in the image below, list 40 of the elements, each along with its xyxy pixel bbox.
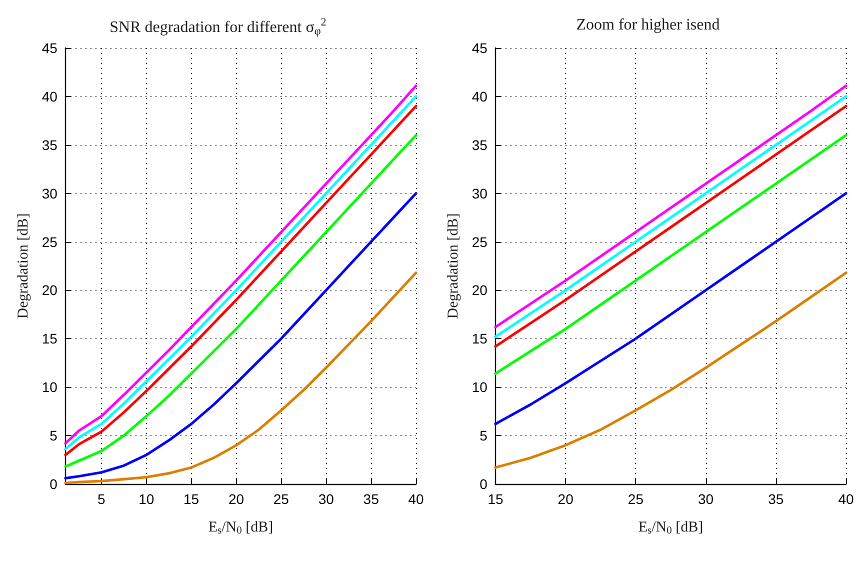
- y-tick-label: 15: [42, 330, 58, 347]
- y-tick-label: 40: [42, 88, 58, 104]
- line-series: [494, 192, 848, 426]
- y-tick-label: 45: [42, 40, 58, 56]
- line-series: [64, 192, 418, 480]
- y-tick-label: 45: [472, 40, 488, 56]
- y-tick-label: 20: [472, 282, 488, 298]
- x-tick-label: 25: [273, 491, 290, 507]
- y-tick-label: 5: [50, 428, 58, 444]
- x-tick-label: 40: [408, 491, 424, 507]
- y-tick-label: 35: [42, 136, 58, 153]
- x-tick-label: 10: [138, 491, 154, 507]
- y-tick-label: 40: [472, 88, 488, 104]
- x-tick-label: 25: [628, 491, 644, 507]
- line-series: [494, 134, 848, 375]
- y-tick-label: 30: [472, 185, 488, 202]
- y-tick-label: 15: [472, 330, 488, 347]
- x-tick-label: 40: [838, 491, 854, 507]
- y-tick-label: 25: [42, 234, 58, 250]
- x-tick-label: 35: [768, 491, 784, 507]
- y-tick-label: 0: [480, 476, 488, 492]
- y-tick-label: 20: [42, 282, 58, 298]
- y-tick-label: 25: [472, 234, 488, 250]
- y-tick-label: 0: [50, 476, 58, 492]
- x-tick-label: 35: [363, 491, 380, 507]
- x-tick-label: 30: [698, 491, 714, 507]
- y-tick-label: 35: [472, 136, 488, 153]
- y-tick-label: 10: [42, 379, 58, 396]
- y-tick-label: 10: [472, 379, 488, 396]
- y-tick-label: 5: [480, 428, 488, 444]
- x-tick-label: 20: [558, 491, 574, 507]
- x-tick-label: 20: [228, 491, 244, 507]
- y-axis-title: Degradation [dB]: [446, 213, 462, 319]
- y-tick-label: 30: [42, 185, 58, 202]
- x-tick-label: 5: [98, 491, 106, 507]
- x-tick-label: 15: [184, 491, 200, 507]
- x-tick-label: 30: [318, 491, 334, 507]
- chart-title: Zoom for higher isend: [576, 16, 720, 34]
- line-series: [494, 271, 848, 469]
- y-axis-title: Degradation [dB]: [16, 213, 32, 319]
